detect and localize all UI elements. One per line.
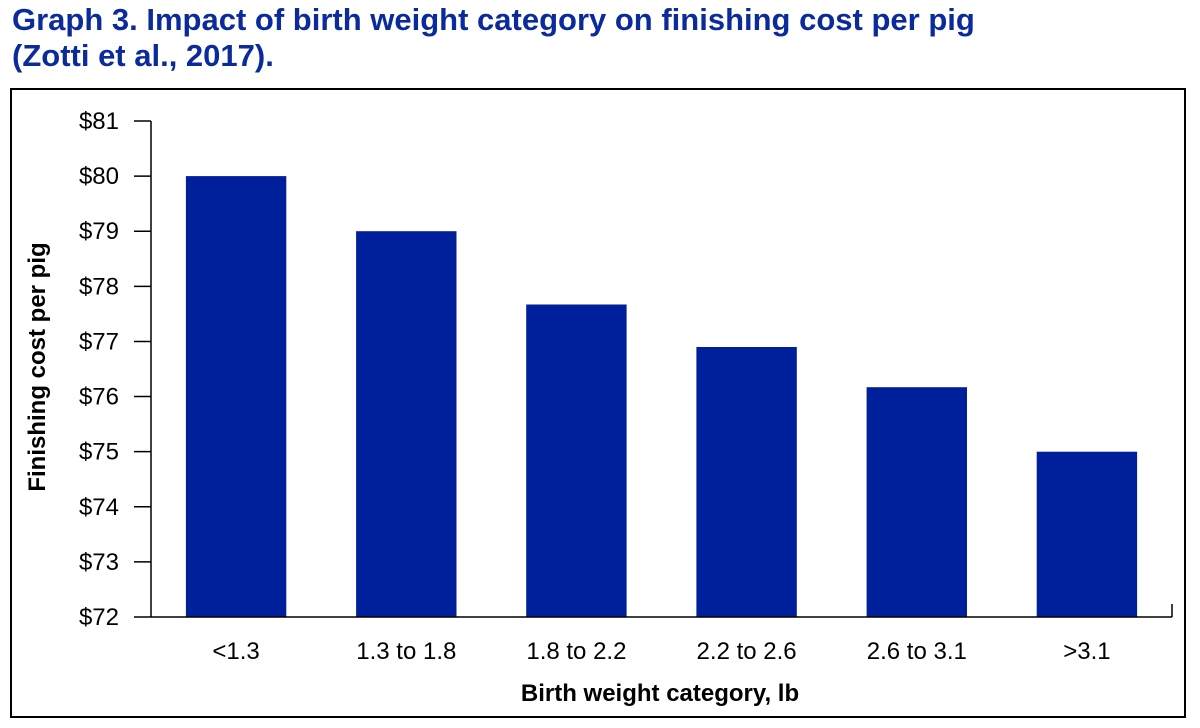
x-axis-title: Birth weight category, lb: [521, 680, 799, 707]
bar-5: [1036, 451, 1138, 617]
bars-layer: [185, 176, 1138, 617]
y-tick-label: $80: [79, 163, 119, 190]
y-axis-ticks: $72 $73 $74 $75 $76 $77 $78 $79 $80 $81: [79, 108, 151, 631]
chart-title-line-2: (Zotti et al., 2017).: [12, 38, 274, 73]
x-tick-label: 1.8 to 2.2: [526, 638, 626, 665]
chart-title-line-1: Graph 3. Impact of birth weight category…: [12, 2, 975, 37]
x-tick-label: <1.3: [212, 638, 259, 665]
x-tick-label: >3.1: [1063, 638, 1110, 665]
x-axis-ticks: <1.3 1.3 to 1.8 1.8 to 2.2 2.2 to 2.6 2.6 to…: [212, 638, 1110, 665]
y-axis-title: Finishing cost per pig: [24, 242, 51, 491]
x-tick-label: 2.2 to 2.6: [697, 638, 797, 665]
chart-title: Graph 3. Impact of birth weight category…: [12, 2, 1182, 74]
bar-3: [696, 347, 797, 617]
y-tick-label: $73: [79, 549, 119, 576]
bar-4: [866, 387, 967, 617]
axis-layer: [150, 121, 1173, 618]
x-tick-label: 2.6 to 3.1: [867, 638, 967, 665]
y-tick-label: $77: [79, 328, 119, 355]
y-tick-label: $81: [79, 108, 119, 135]
y-tick-label: $76: [79, 384, 119, 411]
bar-1: [356, 231, 457, 617]
bar-0: [185, 176, 287, 617]
y-tick-label: $79: [79, 218, 119, 245]
chart-frame: [10, 88, 1186, 718]
bar-2: [526, 304, 627, 617]
x-tick-label: 1.3 to 1.8: [356, 638, 456, 665]
y-tick-label: $74: [79, 494, 119, 521]
y-tick-label: $72: [79, 604, 119, 631]
y-tick-label: $75: [79, 439, 119, 466]
y-tick-label: $78: [79, 273, 119, 300]
